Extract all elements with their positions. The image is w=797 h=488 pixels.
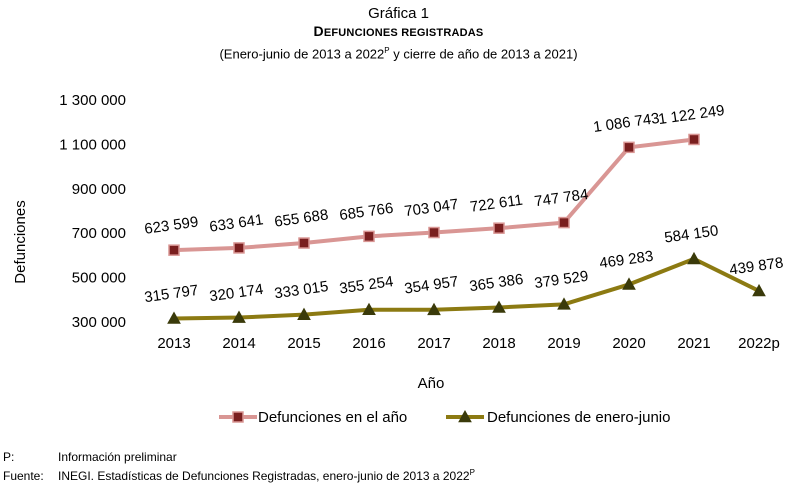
footnote-source-superscript: P [469,468,475,477]
y-tick-label: 1 100 000 [59,136,126,153]
subtitle-superscript: P [384,46,390,55]
chart-subtitle: (Enero-junio de 2013 a 2022P y cierre de… [0,42,797,62]
data-label: 315 797 [143,282,199,306]
x-tick-label: 2019 [547,335,580,352]
y-tick-label: 900 000 [72,181,126,198]
y-tick-label: 1 300 000 [59,92,126,109]
data-label: 685 766 [338,200,394,224]
footnote-source: Fuente: INEGI. Estadísticas de Defuncione… [3,465,475,484]
data-label: 722 611 [469,192,524,216]
x-tick-label: 2016 [352,335,385,352]
data-point-square [363,230,375,243]
chart-header: Gráfica 1 DEFUNCIONES REGISTRADAS (Enero… [0,4,797,62]
x-tick-label: 2017 [417,335,450,352]
data-point-triangle [687,251,701,265]
data-point-triangle [752,283,766,297]
x-tick-label: 2014 [222,335,255,352]
y-axis-title: Defunciones [12,200,29,283]
data-point-triangle [362,302,376,316]
footnote-preliminary-text: Información preliminar [58,450,177,464]
data-label: 1 122 249 [657,102,725,128]
subtitle-text-pre: (Enero-junio de 2013 a 2022 [219,46,385,62]
data-point-triangle [232,310,246,323]
data-label: 747 784 [533,186,589,210]
data-point-triangle [427,302,441,316]
data-label: 655 688 [273,206,329,230]
x-tick-label: 2018 [482,335,515,352]
series-line-2 [173,256,760,321]
data-point-triangle [492,300,506,313]
chart-title: DEFUNCIONES REGISTRADAS [0,23,797,42]
data-label: 320 174 [208,281,264,305]
data-label: 703 047 [403,196,459,220]
y-tick-label: 500 000 [72,270,126,287]
footnote-preliminary-key: P: [3,450,15,464]
data-point-square [493,222,505,234]
data-point-triangle [167,311,181,324]
footnote-preliminary: P: Información preliminar [3,449,475,465]
chart-title-initial: D [313,23,324,39]
legend-label: Defunciones de enero-junio [487,409,670,426]
data-point-square [298,237,310,249]
data-point-square [168,244,180,256]
y-tick-label: 700 000 [72,225,126,242]
data-label: 623 599 [143,214,199,238]
data-point-triangle [297,307,311,320]
data-labels: 623 599 633 641 655 688 685 766 703 047 722 6… [143,102,784,306]
data-label: 584 150 [663,222,719,246]
data-label: 439 878 [728,254,784,278]
data-point-square [233,242,245,254]
data-label: 379 529 [533,268,589,292]
data-point-square [688,133,700,146]
x-tick-label: 2015 [287,335,320,352]
x-axis: 2013 2014 2015 2016 2017 2018 2019 2020 2021 2022… [157,335,780,352]
x-tick-label: 2013 [157,335,190,352]
data-label: 333 015 [273,278,329,302]
footnote-source-text: INEGI. Estadísticas de Defunciones Regis… [58,469,470,483]
x-tick-label: 2020 [612,335,645,352]
data-label: 633 641 [208,211,264,235]
y-axis: 300 000 500 000 700 000 900 000 1 100 000 1 3… [59,92,126,331]
series-layer [167,133,766,324]
footnote-source-key: Fuente: [3,469,44,483]
data-label: 365 386 [468,271,524,295]
y-tick-label: 300 000 [72,314,126,331]
data-point-triangle [622,277,636,290]
data-label: 355 254 [338,273,394,297]
legend-label: Defunciones en el año [258,409,407,426]
footnotes: P: Información preliminar Fuente: INEGI. E… [3,449,475,484]
x-tick-label: 2022p [738,335,780,352]
data-label: 1 086 743 [592,110,660,136]
data-point-square [623,141,635,154]
data-point-triangle [557,297,571,310]
x-tick-label: 2021 [677,335,710,352]
legend-triangle-marker [458,409,472,423]
data-point-square [558,216,570,229]
data-point-square [428,226,440,239]
data-label: 354 957 [403,273,459,297]
data-label: 469 283 [598,248,654,272]
figure-label: Gráfica 1 [368,5,429,22]
legend-square-marker [232,411,244,423]
chart-title-rest: EFUNCIONES REGISTRADAS [323,27,484,39]
x-axis-title: Año [418,375,445,392]
subtitle-text-post: y cierre de año de 2013 a 2021) [389,46,578,62]
line-chart: 300 000 500 000 700 000 900 000 1 100 000 1 3… [12,92,784,426]
legend: Defunciones en el año Defunciones de ener… [219,409,670,426]
